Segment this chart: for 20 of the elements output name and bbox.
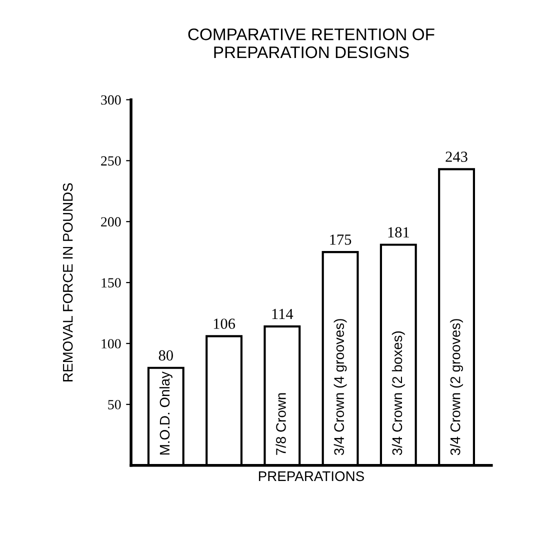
- data-label: 80: [158, 350, 173, 361]
- y-tick-label: 300: [101, 95, 121, 105]
- x-tick-label: 3/4 Crown (4 grooves): [334, 319, 347, 456]
- y-tick-label: 250: [101, 156, 121, 166]
- data-label: 243: [446, 152, 468, 162]
- y-tick-label: 150: [102, 278, 121, 288]
- y-axis-title: REMOVAL FORCE IN POUNDS: [62, 183, 73, 382]
- x-tick-label: 7/8 Crown: [276, 393, 286, 455]
- data-label: 114: [272, 308, 294, 319]
- data-label: 181: [388, 227, 409, 238]
- data-label: 106: [214, 318, 236, 329]
- chart-title: COMPARATIVE RETENTION OF PREPARATION DESIGNS: [188, 28, 434, 58]
- x-tick-label: 3/4 Crown (2 grooves): [450, 319, 463, 456]
- x-tick-label: 3/4 Crown (2 boxes): [392, 331, 405, 456]
- x-tick-label: M.O.D. Onlay: [159, 372, 172, 454]
- y-tick-label: 100: [102, 339, 121, 348]
- y-tick-label: 200: [101, 217, 121, 227]
- y-tick-label: 50: [108, 400, 121, 410]
- x-axis-title: PREPARATIONS: [258, 471, 364, 482]
- data-label: 175: [330, 234, 352, 245]
